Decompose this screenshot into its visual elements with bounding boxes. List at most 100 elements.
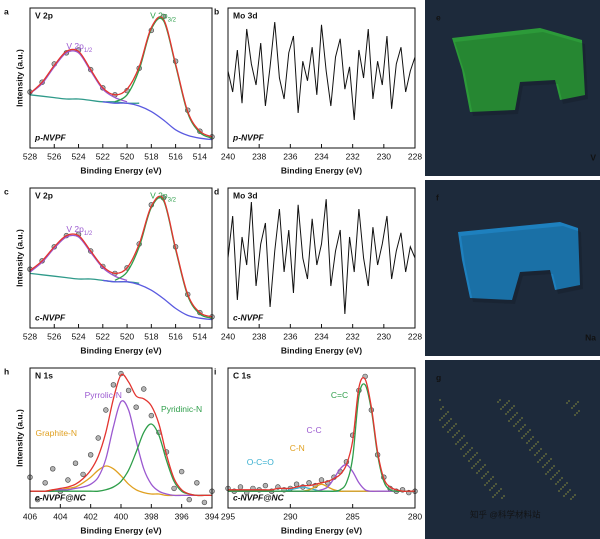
element-dot <box>459 439 461 441</box>
data-point <box>103 407 109 413</box>
element-dot <box>455 423 457 425</box>
data-point <box>50 466 56 472</box>
element-dot <box>443 415 445 417</box>
element-dot <box>569 489 571 491</box>
peak-label-sub: 3/2 <box>168 17 177 23</box>
peak-label: V 2p3/2 <box>150 191 177 203</box>
panel-letter: c <box>4 186 9 196</box>
element-dot <box>516 412 518 414</box>
element-dot <box>492 476 494 478</box>
element-dot <box>539 459 541 461</box>
plot-frame <box>29 187 213 329</box>
element-dot <box>529 429 531 431</box>
peak-label-text: V 2p <box>66 224 84 234</box>
element-dot <box>544 464 546 466</box>
element-dot <box>519 419 521 421</box>
y-axis-label: Intensity (a.u.) <box>14 49 24 107</box>
peak-label-text: C-C <box>307 425 322 435</box>
element-dot <box>538 450 540 452</box>
element-dot <box>547 471 549 473</box>
element-dot <box>455 443 457 445</box>
element-dot <box>469 449 471 451</box>
element-dot <box>521 437 523 439</box>
element-dot <box>522 426 524 428</box>
x-axis-label: Binding Energy (eV) <box>281 345 362 355</box>
peak-label: V 2p1/2 <box>66 41 93 53</box>
element-dot <box>566 402 568 404</box>
x-axis-label: Binding Energy (eV) <box>80 525 161 535</box>
element-dot <box>536 452 538 454</box>
element-dot <box>530 438 532 440</box>
x-tick-label: 518 <box>144 151 158 161</box>
peak-label-text: Graphite-N <box>35 428 77 438</box>
element-dot <box>570 498 572 500</box>
element-dot <box>489 489 491 491</box>
panel-letter: b <box>214 6 219 16</box>
peak-label-text: Pyrrolic-N <box>85 390 122 400</box>
element-dot <box>465 453 467 455</box>
data-point <box>72 460 79 466</box>
peak-label: Pyrrolic-N <box>85 390 122 400</box>
peak-label-sub: 3/2 <box>168 197 177 203</box>
x-tick-label: 526 <box>47 151 61 161</box>
element-dot <box>564 484 566 486</box>
element-dot <box>499 399 501 401</box>
element-dot <box>490 478 492 480</box>
element-dot <box>553 465 555 467</box>
peak-label: C-N <box>290 443 305 453</box>
element-dot <box>563 495 565 497</box>
data-point <box>194 480 200 486</box>
panel-letter: i <box>214 366 216 376</box>
x-tick-label: 285 <box>346 511 360 521</box>
x-tick-label: 398 <box>144 511 158 521</box>
element-dot <box>487 471 489 473</box>
element-dot <box>523 435 525 437</box>
element-dot <box>567 491 569 493</box>
x-axis-label: Binding Energy (eV) <box>281 525 362 535</box>
element-dot <box>565 493 567 495</box>
sample-label: c-NVPF <box>35 312 66 322</box>
element-dot <box>473 465 475 467</box>
peak-label: V 2p1/2 <box>66 224 93 236</box>
element-dot <box>494 494 496 496</box>
panel-letter: g <box>436 372 441 382</box>
x-tick-label: 234 <box>314 151 328 161</box>
element-dot <box>500 408 502 410</box>
element-dot <box>482 466 484 468</box>
element-dot <box>488 480 490 482</box>
element-dot <box>444 424 446 426</box>
data-point <box>141 386 147 392</box>
element-dot <box>503 495 505 497</box>
element-dot <box>446 422 448 424</box>
element-dot <box>496 492 498 494</box>
element-dot <box>508 400 510 402</box>
peak-label-sub: 1/2 <box>84 231 93 237</box>
element-dot <box>478 470 480 472</box>
series-line <box>102 101 213 141</box>
element-dot <box>498 490 500 492</box>
x-tick-label: 528 <box>23 331 37 341</box>
element-dot <box>463 455 465 457</box>
element-dot <box>537 441 539 443</box>
panel-title: V 2p <box>35 10 53 20</box>
x-axis-label: Binding Energy (eV) <box>80 165 161 175</box>
element-dot <box>466 442 468 444</box>
series-line <box>29 234 128 282</box>
element-dot <box>561 477 563 479</box>
element-dot <box>440 408 442 410</box>
peak-label-sub: 1/2 <box>84 48 93 54</box>
peak-label: V 2p3/2 <box>150 11 177 23</box>
plot-frame <box>227 367 416 509</box>
x-tick-label: 520 <box>120 151 134 161</box>
peak-label: Graphite-N <box>35 428 77 438</box>
element-dot <box>462 446 464 448</box>
series-line <box>114 197 213 319</box>
x-tick-label: 404 <box>53 511 67 521</box>
element-dot <box>485 473 487 475</box>
y-axis-label: Intensity (a.u.) <box>14 409 24 467</box>
image-panel <box>425 360 600 539</box>
x-tick-label: 234 <box>314 331 328 341</box>
element-dot <box>464 444 466 446</box>
element-dot <box>480 468 482 470</box>
